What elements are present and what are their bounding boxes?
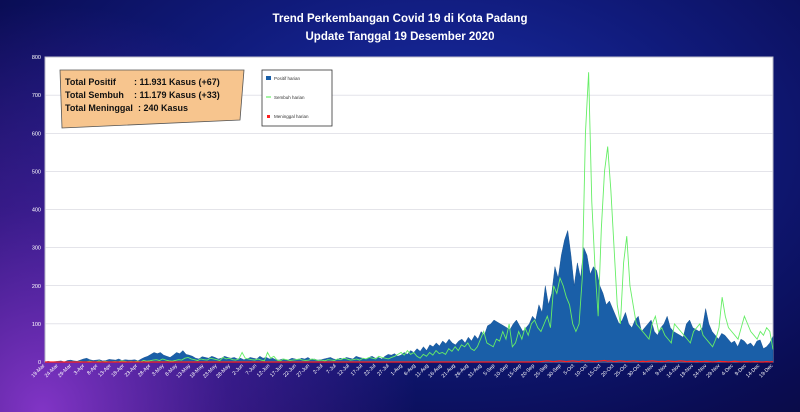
x-tick-label: 29-Mar xyxy=(57,363,73,379)
chart-title: Trend Perkembangan Covid 19 di Kota Pada… xyxy=(272,13,528,25)
stat-positif-value: : 11.931 Kasus (+67) xyxy=(134,77,220,87)
x-tick-label: 27-Jun xyxy=(296,363,312,379)
x-tick-label: 2-Jun xyxy=(232,363,245,376)
stat-meninggal-value: : 240 Kasus xyxy=(138,103,188,113)
x-tick-label: 22-Jun xyxy=(282,363,298,379)
x-tick-label: 22-Jul xyxy=(363,363,377,377)
y-tick-label: 200 xyxy=(32,284,41,290)
x-tick-label: 13-Apr xyxy=(97,363,112,378)
y-axis-ticks: 0 100 200 300 400 500 600 700 800 xyxy=(32,55,41,366)
chart-subtitle: Update Tanggal 19 Desember 2020 xyxy=(305,31,495,43)
stats-box: Total Positif : 11.931 Kasus (+67) Total… xyxy=(59,69,245,129)
x-tick-label: 29-Nov xyxy=(705,363,721,379)
y-tick-label: 300 xyxy=(32,246,41,252)
x-tick-label: 3-May xyxy=(151,363,166,378)
y-tick-label: 800 xyxy=(32,55,41,61)
y-tick-label: 0 xyxy=(38,360,41,366)
x-tick-label: 28-May xyxy=(215,363,232,380)
x-tick-label: 17-Jul xyxy=(350,363,364,377)
legend-label-meninggal: Meninggal harian xyxy=(274,114,309,119)
legend: Positif harian Sembuh harian Meninggal h… xyxy=(261,69,333,127)
x-tick-label: 12-Jul xyxy=(337,363,351,377)
stats-box-bg xyxy=(59,69,245,129)
x-tick-label: 31-Aug xyxy=(467,363,483,379)
x-tick-label: 18-Apr xyxy=(111,363,126,378)
series-layer xyxy=(44,72,774,363)
legend-swatch-positif xyxy=(266,76,271,80)
x-tick-label: 24-Mar xyxy=(44,363,60,379)
stat-positif-label: Total Positif xyxy=(65,77,117,87)
stat-sembuh-value: : 11.179 Kasus (+33) xyxy=(134,90,220,100)
x-tick-label: 27-Jul xyxy=(376,363,390,377)
stat-meninggal-label: Total Meninggal xyxy=(65,103,133,113)
y-tick-label: 100 xyxy=(32,322,41,328)
x-tick-label: 19-Mar xyxy=(31,363,47,379)
legend-label-positif: Positif harian xyxy=(274,76,301,81)
stat-sembuh-label: Total Sembuh xyxy=(65,90,124,100)
series-sembuh-line xyxy=(45,72,774,363)
x-tick-label: 12-Jun xyxy=(256,363,272,379)
x-tick-label: 30-Oct xyxy=(627,363,643,379)
x-tick-label: 15-Oct xyxy=(587,363,603,379)
grid-lines xyxy=(45,56,773,325)
legend-label-sembuh: Sembuh harian xyxy=(274,95,305,100)
y-tick-label: 400 xyxy=(32,208,41,214)
legend-box xyxy=(261,69,333,127)
x-tick-label: 23-Apr xyxy=(124,363,139,378)
x-tick-label: 4-Nov xyxy=(641,363,655,377)
x-tick-label: 2-Jul xyxy=(312,363,324,375)
x-tick-label: 28-Apr xyxy=(137,363,152,378)
x-tick-label: 25-Oct xyxy=(614,363,630,379)
x-tick-label: 20-Oct xyxy=(600,363,616,379)
series-meninggal-line xyxy=(45,359,774,363)
x-tick-label: 4-Dec xyxy=(721,363,735,377)
x-tick-label: 1-Aug xyxy=(390,363,404,377)
x-tick-label: 19-Dec xyxy=(758,363,774,379)
y-tick-label: 500 xyxy=(32,169,41,175)
x-tick-label: 3-Apr xyxy=(73,363,86,376)
series-positif-area xyxy=(44,230,774,363)
y-tick-label: 700 xyxy=(32,93,41,99)
legend-swatch-meninggal xyxy=(267,115,270,118)
x-tick-label: 30-Sep xyxy=(547,363,563,379)
y-tick-label: 600 xyxy=(32,131,41,137)
x-tick-label: 10-Oct xyxy=(574,363,590,379)
x-tick-label: 17-Jun xyxy=(269,363,285,379)
